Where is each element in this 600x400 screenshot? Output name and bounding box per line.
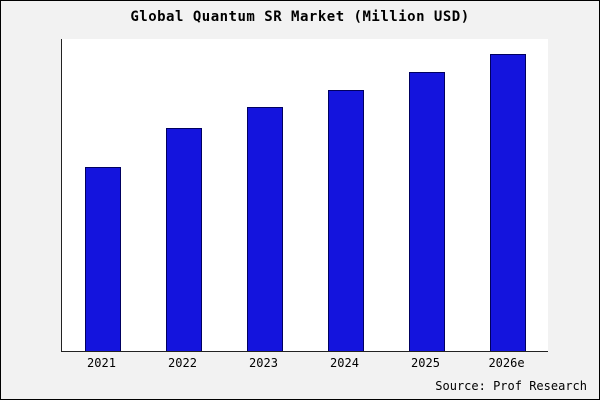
bar-slot [467, 39, 548, 351]
x-tick-label-2022: 2022 [168, 356, 197, 370]
x-tick-label-2026e: 2026e [488, 356, 525, 370]
x-tick-label-2021: 2021 [87, 356, 116, 370]
bar-2024 [327, 90, 364, 351]
bar-slot [143, 39, 224, 351]
x-tick-label-2024: 2024 [330, 356, 359, 370]
x-axis-labels: 2021 2022 2023 2024 2025 2026e [61, 356, 547, 370]
source-text: Source: Prof Research [435, 379, 587, 393]
bar-2025 [408, 72, 445, 351]
x-tick-label-2023: 2023 [249, 356, 278, 370]
bar-2026e [489, 54, 526, 351]
plot-area [61, 39, 548, 352]
bar-slot [305, 39, 386, 351]
bar-slot [62, 39, 143, 351]
chart-title: Global Quantum SR Market (Million USD) [130, 9, 470, 25]
bar-slot [386, 39, 467, 351]
bar-slot [224, 39, 305, 351]
x-tick-label-2025: 2025 [411, 356, 440, 370]
bar-2022 [165, 128, 202, 351]
bar-2023 [246, 107, 283, 351]
bar-2021 [84, 167, 121, 351]
